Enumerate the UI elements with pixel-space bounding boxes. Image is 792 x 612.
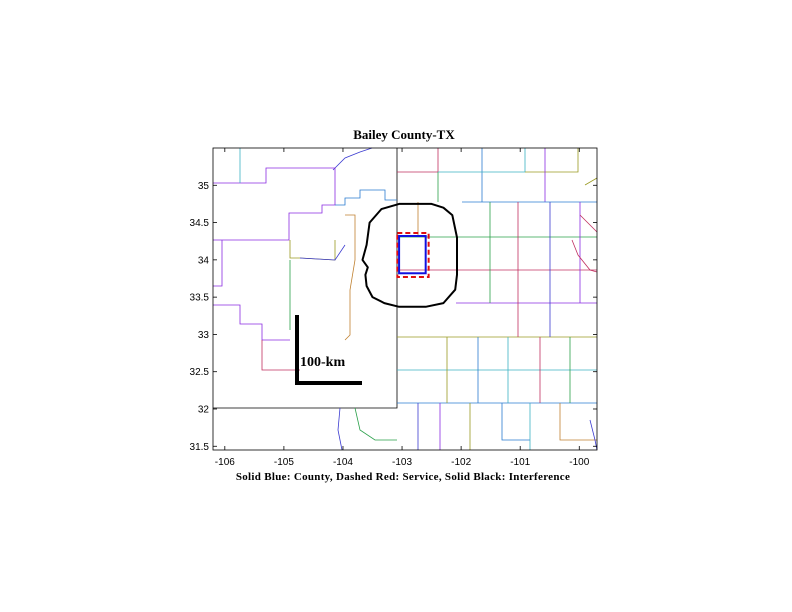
x-tick-label: -102 (451, 457, 471, 468)
boundary-line (261, 340, 300, 371)
scale-bar: 100-km (295, 315, 362, 385)
plot-frame (212, 147, 598, 451)
service-area-outline (396, 232, 430, 279)
y-tick-label: 34.5 (190, 218, 210, 229)
y-tick-label: 35 (198, 181, 210, 192)
y-tick-label: 34 (198, 255, 210, 266)
plot-background (213, 148, 597, 450)
x-tick-label: -100 (569, 457, 589, 468)
plot-area: 100-km (212, 147, 598, 451)
texas-county-grid (337, 148, 598, 451)
x-tick-label: -105 (274, 457, 294, 468)
boundary-line (571, 239, 598, 273)
x-axis-caption: Solid Blue: County, Dashed Red: Service,… (236, 471, 570, 483)
boundary-line (332, 147, 373, 171)
boundary-line (213, 167, 336, 241)
boundary-line (337, 407, 343, 451)
x-tick-label: -106 (215, 457, 235, 468)
x-tick-label: -103 (392, 457, 412, 468)
y-tick-label: 32.5 (190, 367, 210, 378)
boundary-line (213, 240, 223, 287)
map-title: Bailey County-TX (353, 127, 455, 142)
x-tick-label: -104 (333, 457, 353, 468)
y-axis: 31.5 32 32.5 33 33.5 34 34.5 35 (190, 181, 597, 453)
boundary-line (213, 304, 290, 341)
boundary-line (299, 244, 346, 261)
interference-contour (361, 202, 458, 308)
boundary-line (559, 403, 597, 441)
overlays (361, 202, 458, 308)
boundary-line (501, 403, 530, 441)
y-tick-label: 32 (198, 404, 210, 415)
boundary-lines (213, 147, 598, 451)
y-tick-label: 31.5 (190, 442, 210, 453)
x-axis: -106 -105 -104 -103 -102 -101 -100 (215, 148, 590, 468)
scale-bar-label: 100-km (300, 355, 345, 370)
y-tick-label: 33.5 (190, 293, 210, 304)
boundary-line (335, 189, 397, 206)
boundary-line (354, 407, 397, 441)
boundary-line (584, 177, 598, 186)
boundary-line (525, 148, 579, 173)
boundary-line (344, 214, 356, 341)
county-outline (398, 234, 427, 275)
y-tick-label: 33 (198, 330, 210, 341)
boundary-line (579, 214, 598, 233)
x-tick-label: -101 (510, 457, 530, 468)
